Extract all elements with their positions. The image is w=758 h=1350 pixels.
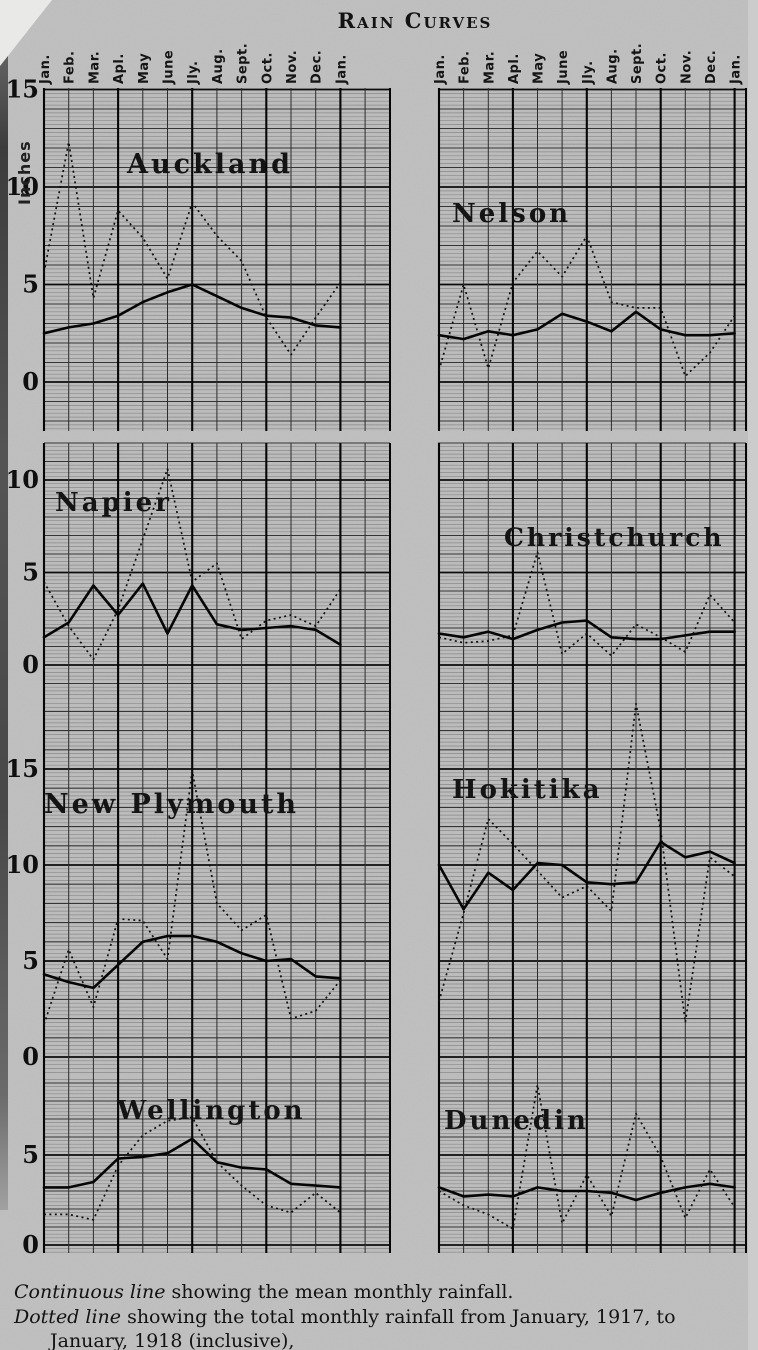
caption-dotted-rest: showing the total monthly rainfall from …: [50, 1305, 676, 1350]
chart-caption: Continuous line showing the mean monthly…: [14, 1280, 756, 1350]
caption-dotted-line: Dotted line showing the total monthly ra…: [14, 1305, 756, 1350]
caption-dotted-lead: Dotted line: [14, 1305, 122, 1328]
scan-right-margin: [748, 0, 758, 1350]
caption-continuous-lead: Continuous line: [14, 1281, 166, 1303]
scan-edge-shadow: [0, 55, 8, 1210]
caption-continuous-line: Continuous line showing the mean monthly…: [14, 1280, 756, 1305]
caption-continuous-rest: showing the mean monthly rainfall.: [165, 1281, 514, 1303]
